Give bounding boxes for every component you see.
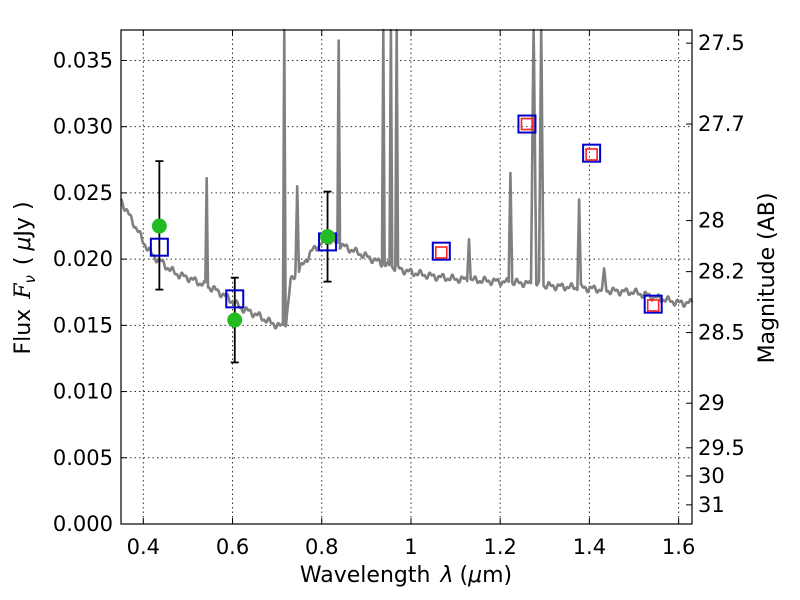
x-tick-label: 1.2: [483, 535, 516, 559]
y-tick-label: 0.020: [53, 247, 113, 271]
observed-flux-point: [585, 148, 598, 161]
magnitude-axis-label: Magnitude (AB): [755, 193, 780, 364]
observed-flux-point: [646, 299, 660, 312]
x-tick-label: 0.4: [127, 535, 160, 559]
magnitude-tick-label: 27.7: [698, 112, 745, 136]
y-tick-label: 0.035: [53, 48, 113, 72]
magnitude-tick-label: 31: [698, 493, 725, 517]
model-photometry-point: [582, 143, 602, 163]
y-tick-label: 0.030: [53, 115, 113, 139]
y-tick-label: 0.015: [53, 313, 113, 337]
magnitude-tick-label: 30: [698, 464, 725, 488]
model-photometry-point: [517, 114, 537, 134]
model-photometry-point: [149, 237, 169, 257]
observed-point: [320, 229, 336, 245]
x-tick-label: 0.8: [305, 535, 338, 559]
magnitude-tick-label: 29: [698, 391, 725, 415]
model-spectrum-layer: [119, 28, 694, 330]
x-tick-label: 1.6: [662, 535, 695, 559]
magnitude-tick-label: 28.2: [698, 260, 745, 284]
magnitude-tick-label: 29.5: [698, 436, 745, 460]
x-tick-label: 1: [404, 535, 417, 559]
x-axis-label: Wavelength λ (μm): [300, 563, 512, 588]
magnitude-tick-label: 27.5: [698, 31, 745, 55]
observed-flux-point: [434, 246, 448, 259]
plot-frame: [120, 29, 693, 525]
y-tick-label: 0.010: [53, 380, 113, 404]
model-photometry-point: [643, 294, 663, 314]
magnitude-tick-label: 28: [698, 209, 725, 233]
observed-point: [227, 312, 243, 328]
tick-layer: 0.4 0.6 0.8 1 1.2 1.4 1.6 0.000 0.005 0.010 0.015 0…: [53, 30, 745, 559]
x-tick-label: 0.6: [216, 535, 249, 559]
y-tick-label: 0.025: [53, 181, 113, 205]
y-tick-label: 0.005: [53, 446, 113, 470]
y-tick-label: 0.000: [53, 512, 113, 536]
model-photometry-point: [225, 289, 245, 309]
observed-point: [151, 218, 167, 234]
observed-flux-point: [520, 117, 534, 131]
x-tick-label: 1.4: [573, 535, 606, 559]
model-photometry-point: [431, 241, 451, 261]
magnitude-tick-label: 28.5: [698, 321, 745, 345]
y-axis-label: FluxFν(μJy ): [11, 201, 39, 354]
model-spectrum-line: [119, 28, 694, 330]
marker-layer: [149, 114, 663, 364]
